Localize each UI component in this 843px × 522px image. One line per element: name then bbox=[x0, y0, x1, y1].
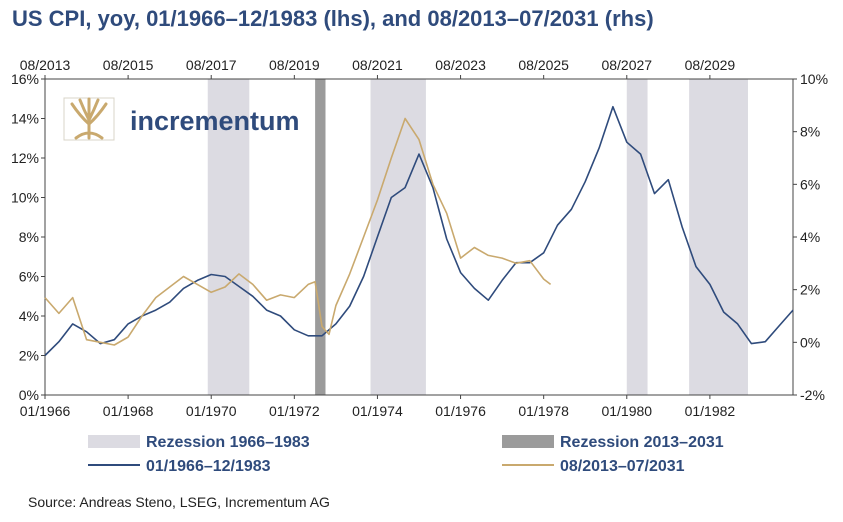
recession-layer bbox=[207, 79, 748, 395]
recession-band-1966-1983 bbox=[689, 79, 748, 395]
legend-label: Rezession 2013–2031 bbox=[560, 434, 724, 451]
x-top-tick-label: 08/2019 bbox=[269, 57, 320, 73]
y-right-tick-label: -2% bbox=[800, 387, 825, 403]
legend-label: Rezession 1966–1983 bbox=[146, 434, 310, 451]
recession-band-1966-1983 bbox=[370, 79, 426, 395]
chart-title: US CPI, yoy, 01/1966–12/1983 (lhs), and … bbox=[12, 6, 654, 31]
y-right-tick-label: 4% bbox=[800, 229, 820, 245]
y-left-tick-label: 12% bbox=[11, 150, 39, 166]
y-left-tick-label: 8% bbox=[19, 229, 39, 245]
x-bottom-tick-label: 01/1974 bbox=[352, 403, 403, 419]
x-bottom-tick-label: 01/1982 bbox=[685, 403, 736, 419]
series-layer bbox=[44, 105, 794, 357]
brand-name: incrementum bbox=[130, 106, 300, 136]
y-left-tick-label: 16% bbox=[11, 71, 39, 87]
x-top-tick-label: 08/2023 bbox=[435, 57, 486, 73]
legend-swatch-box bbox=[502, 435, 554, 448]
source-note: Source: Andreas Steno, LSEG, Incrementum… bbox=[28, 494, 330, 510]
y-right-tick-label: 2% bbox=[800, 282, 820, 298]
recession-band-1966-1983 bbox=[207, 79, 250, 395]
y-left-tick-label: 4% bbox=[19, 308, 39, 324]
legend-label: 08/2013–07/2031 bbox=[560, 458, 685, 475]
x-top-tick-label: 08/2027 bbox=[601, 57, 652, 73]
legend-label: 01/1966–12/1983 bbox=[146, 458, 271, 475]
series-line-1966-1983 bbox=[44, 105, 794, 357]
x-top-tick-label: 08/2013 bbox=[20, 57, 71, 73]
y-right-tick-label: 10% bbox=[800, 71, 828, 87]
legend-swatch-box bbox=[88, 435, 140, 448]
series-line-2013-2031 bbox=[44, 117, 552, 346]
x-bottom-tick-label: 01/1976 bbox=[435, 403, 486, 419]
x-top-tick-label: 08/2025 bbox=[518, 57, 569, 73]
x-bottom-tick-label: 01/1980 bbox=[601, 403, 652, 419]
x-top-tick-label: 08/2021 bbox=[352, 57, 403, 73]
recession-band-2013-2031 bbox=[315, 79, 326, 395]
y-left-tick-label: 2% bbox=[19, 348, 39, 364]
y-right-tick-label: 6% bbox=[800, 176, 820, 192]
recession-band-1966-1983 bbox=[626, 79, 648, 395]
y-left-tick-label: 0% bbox=[19, 387, 39, 403]
brand-logo: incrementum bbox=[63, 97, 300, 141]
x-top-tick-label: 08/2029 bbox=[685, 57, 736, 73]
y-left-tick-label: 14% bbox=[11, 111, 39, 127]
tree-icon bbox=[70, 97, 108, 140]
x-bottom-tick-label: 01/1968 bbox=[103, 403, 154, 419]
x-bottom-tick-label: 01/1972 bbox=[269, 403, 320, 419]
y-right-tick-label: 8% bbox=[800, 124, 820, 140]
x-top-tick-label: 08/2017 bbox=[186, 57, 237, 73]
x-bottom-tick-label: 01/1970 bbox=[186, 403, 237, 419]
x-top-tick-label: 08/2015 bbox=[103, 57, 154, 73]
x-bottom-tick-label: 01/1966 bbox=[20, 403, 71, 419]
y-left-tick-label: 10% bbox=[11, 190, 39, 206]
y-right-tick-label: 0% bbox=[800, 334, 820, 350]
y-left-tick-label: 6% bbox=[19, 269, 39, 285]
legend: Rezession 1966–1983 Rezession 2013–2031 01… bbox=[88, 434, 724, 475]
x-bottom-tick-label: 01/1978 bbox=[518, 403, 569, 419]
axis-layer: 0% 2% 4% 6% 8% 10% 12% 14% 16% -2% 0% 2% 4% 6% 8% 10% 01… bbox=[11, 57, 828, 419]
